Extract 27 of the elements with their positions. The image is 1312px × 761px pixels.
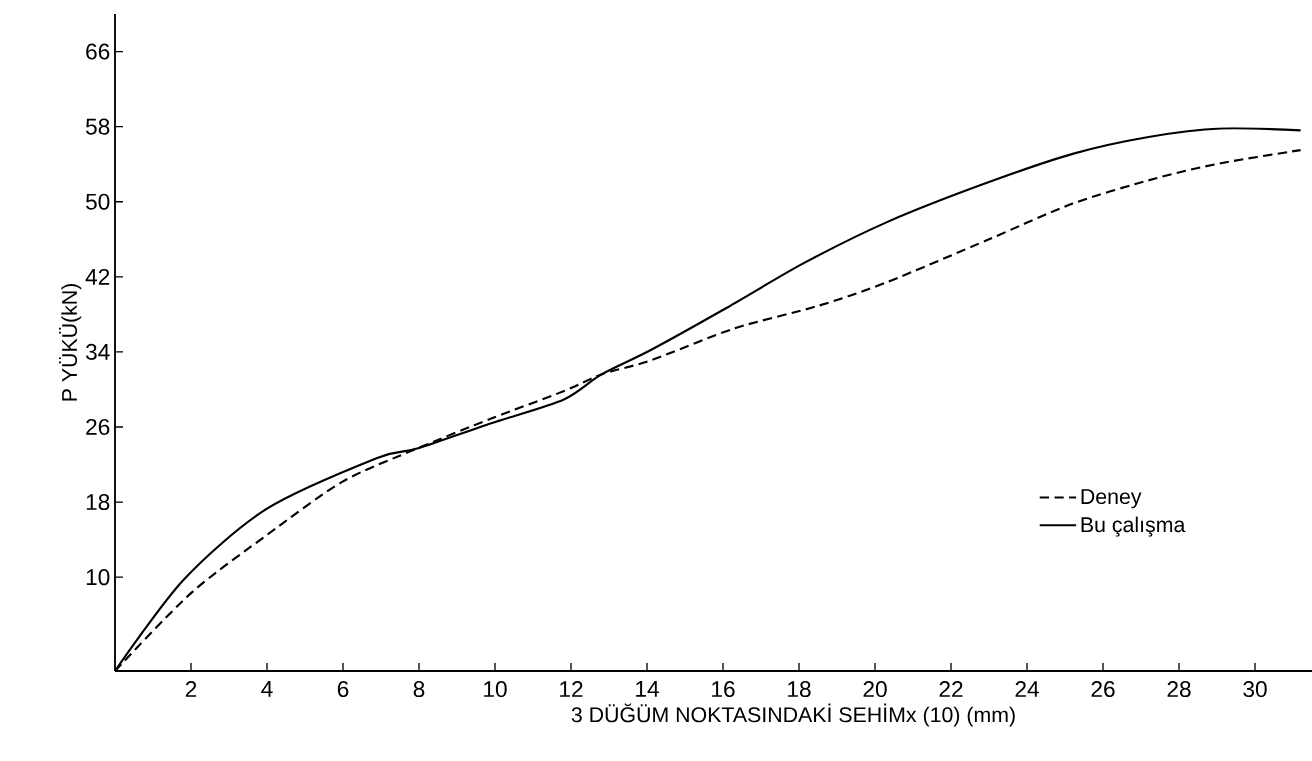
- legend-label: Bu çalışma: [1081, 516, 1186, 537]
- y-tick-label: 34: [85, 343, 110, 360]
- x-tick-label: 12: [560, 681, 583, 697]
- x-tick-label: 2: [185, 681, 197, 697]
- x-tick-label: 26: [1091, 681, 1115, 698]
- x-tick-label: 18: [788, 681, 811, 698]
- x-tick-label: 22: [939, 681, 963, 697]
- y-tick-label: 18: [86, 494, 110, 511]
- y-axis-title: P YÜKÜ(kN): [58, 284, 82, 401]
- y-tick-label: 50: [85, 193, 110, 210]
- y-tick-label: 42: [85, 268, 110, 285]
- x-tick-label: 16: [712, 681, 735, 698]
- y-tick-label: 10: [86, 569, 110, 586]
- x-tick-label: 24: [1015, 681, 1039, 697]
- x-tick-label: 20: [863, 681, 887, 698]
- x-tick-label: 6: [337, 681, 349, 698]
- x-tick-label: 14: [636, 681, 659, 697]
- x-tick-label: 30: [1243, 681, 1267, 698]
- x-tick-label: 10: [484, 681, 507, 698]
- y-tick-label: 58: [85, 118, 110, 135]
- y-tick-label: 26: [86, 418, 110, 436]
- x-tick-label: 8: [413, 681, 425, 698]
- legend-label: Deney: [1081, 489, 1142, 509]
- x-tick-label: 4: [261, 681, 273, 697]
- x-axis-title: 3 DÜĞÜM NOKTASINDAKİ SEHİMx (10) (mm): [571, 703, 1015, 727]
- x-tick-label: 28: [1167, 681, 1191, 698]
- y-tick-label: 66: [86, 43, 110, 60]
